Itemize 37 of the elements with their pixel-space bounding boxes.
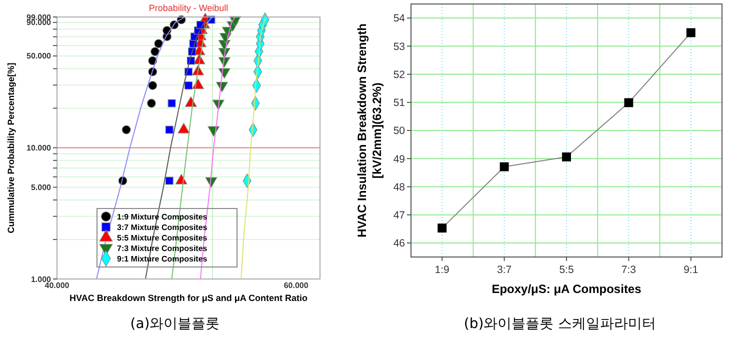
x-tick-label: 5:5 (559, 264, 574, 276)
y-tick-label: 54 (393, 12, 406, 25)
y-axis-title: Cummulative Probability Percentage[%] (6, 62, 16, 234)
y-tick-label: 10.000 (26, 144, 52, 153)
y-tick-label: 51 (393, 97, 406, 110)
x-tick-label: 9:1 (684, 264, 698, 276)
x-tick-label: 3:7 (496, 264, 512, 276)
point (154, 39, 164, 48)
text: (b)와이블플롯 스케일파라미터 (464, 316, 656, 332)
point (184, 81, 193, 90)
y-tick-label: 1.000 (30, 274, 52, 284)
point (146, 98, 156, 108)
x-tick-label: 1:9 (434, 264, 450, 276)
point (165, 176, 174, 185)
chart-title: Probability - Weibull (148, 3, 228, 13)
y-tick-label: 49 (393, 153, 406, 166)
y-tick-label: 48 (393, 181, 406, 194)
point (148, 80, 158, 90)
x-axis-title: Epoxy/μS: μA Composites (492, 282, 642, 296)
y-axis-title: HVAC Insulation Breakdown Strength [kV/2mm](63.2%) (355, 24, 384, 238)
point (168, 99, 176, 108)
y-tick-label: 52 (393, 68, 406, 81)
point (122, 125, 131, 134)
y-tick-label: 5.000 (30, 183, 52, 192)
y-tick-label: 50.000 (26, 52, 52, 61)
y-tick-label: 53 (393, 40, 406, 53)
x-tick-label: 7:3 (621, 264, 636, 276)
y-tick-label: 50 (393, 125, 406, 138)
x-axis-title: HVAC Breakdown Strength for μS and μA Content Ratio (69, 293, 308, 303)
text: (a)와이블플롯 (130, 316, 220, 332)
y-tick-label: 47 (393, 210, 406, 222)
y-tick-label: 90.000 (26, 18, 52, 28)
x-tick-label: 60.000 (284, 281, 309, 290)
point (150, 47, 160, 56)
y-tick-label: 46 (393, 238, 406, 250)
x-tick-label: 40.000 (44, 281, 70, 290)
point (165, 126, 174, 134)
